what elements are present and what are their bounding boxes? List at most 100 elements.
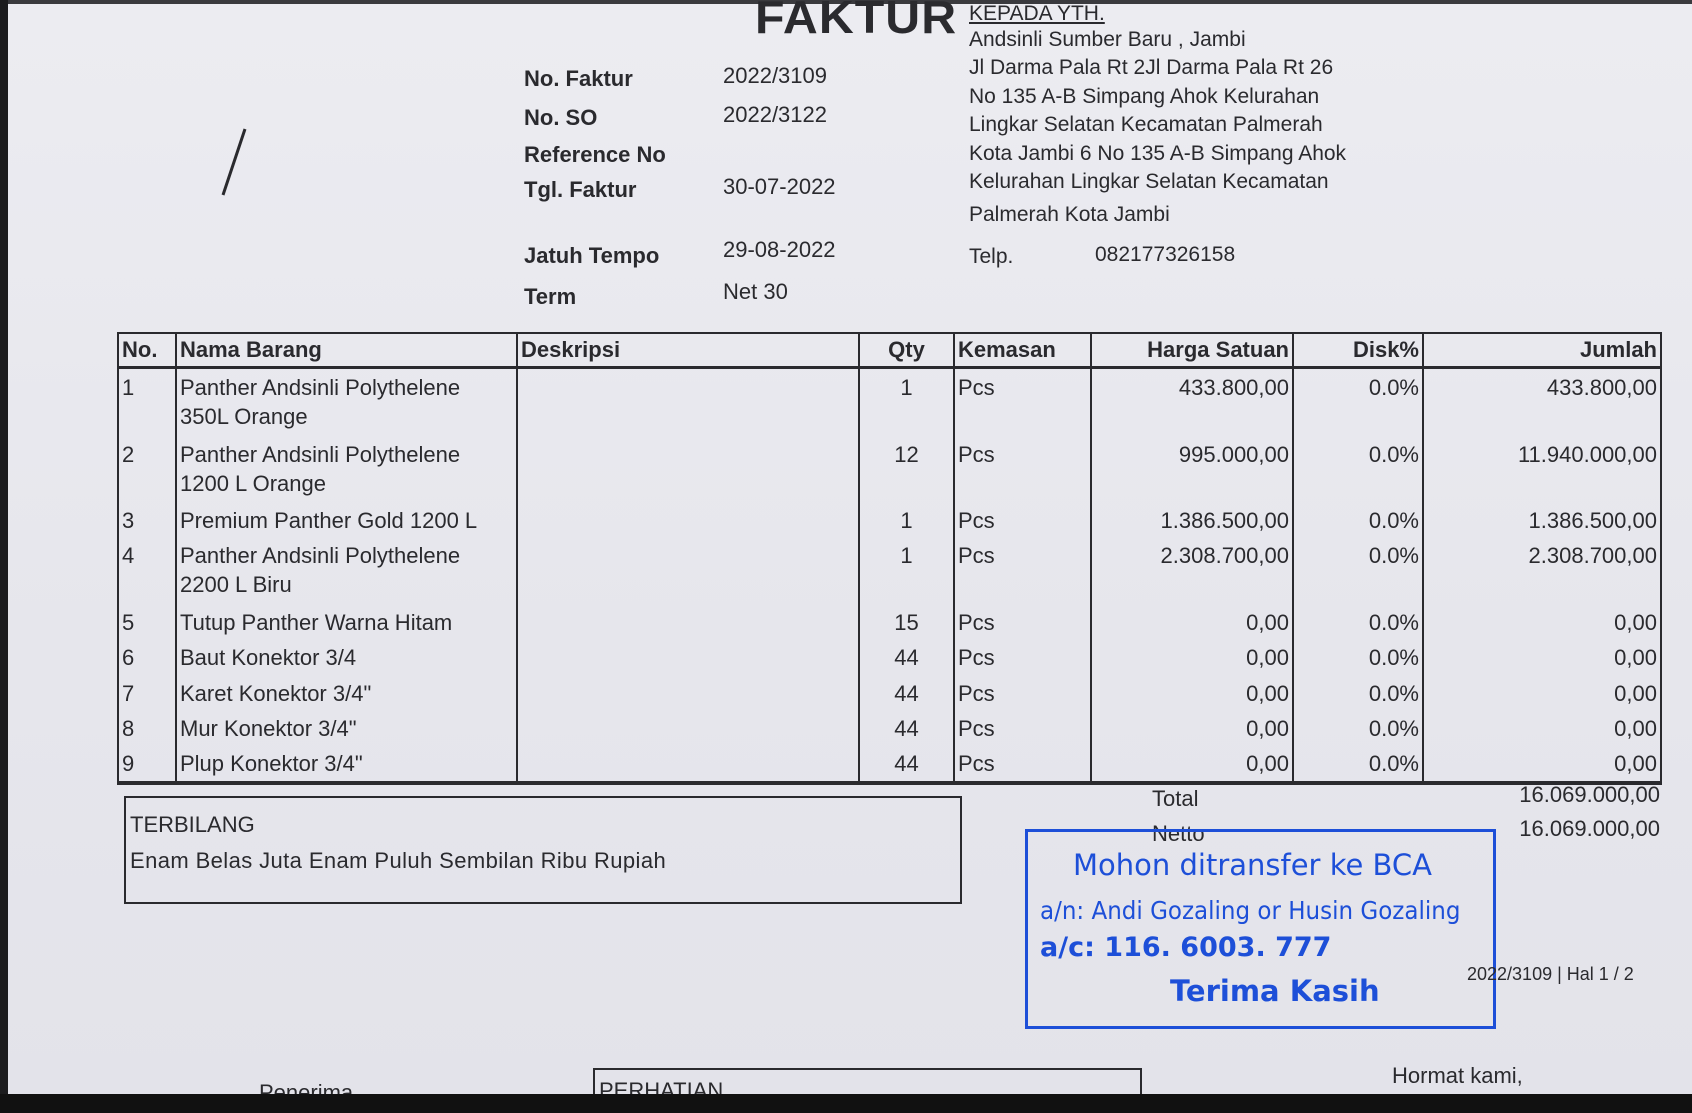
hormat-kami-label: Hormat kami, [1392,1063,1523,1088]
meta-label: Reference No [524,142,666,167]
cell-amount: 0,00 [1422,603,1661,640]
col-header-desc: Deskripsi [516,333,859,369]
cell-no: 3 [117,502,176,538]
cell-price: 0,00 [1090,603,1293,640]
cell-unit: Pcs [953,674,1091,711]
cell-qty: 1 [858,502,954,538]
table-row: 8 Mur Konektor 3/4" 44 Pcs 0,00 0.0% 0,00 [117,710,1661,746]
telp-value: 082177326158 [1095,243,1236,266]
cell-qty: 1 [858,537,954,604]
cell-price: 0,00 [1090,745,1293,783]
cell-qty: 44 [858,745,954,783]
cell-price: 0,00 [1090,710,1293,746]
meta-label: Jatuh Tempo [524,243,660,268]
meta-value: Net 30 [723,279,788,304]
cell-desc [516,435,859,503]
address-line: Kelurahan Lingkar Selatan Kecamatan [969,170,1329,193]
col-header-amount: Jumlah [1422,333,1661,369]
cell-name: Panther Andsinli Polythelene 350L Orange [175,367,517,436]
cell-amount: 0,00 [1422,639,1661,675]
scan-edge-left [0,0,8,1113]
page-reference: 2022/3109 | Hal 1 / 2 [1467,964,1634,984]
cell-qty: 44 [858,674,954,711]
cell-desc [516,745,859,783]
table-row: 9 Plup Konektor 3/4" 44 Pcs 0,00 0.0% 0,00 [117,745,1661,783]
cell-unit: Pcs [953,537,1091,604]
cell-name: Plup Konektor 3/4" [175,745,517,783]
cell-qty: 1 [858,367,954,436]
cell-amount: 0,00 [1422,710,1661,746]
cell-disc: 0.0% [1292,674,1423,711]
address-line: Andsinli Sumber Baru , Jambi [969,28,1246,51]
cell-amount: 2.308.700,00 [1422,537,1661,604]
cell-unit: Pcs [953,502,1091,538]
netto-label: Netto [1152,821,1205,846]
table-row: 4 Panther Andsinli Polythelene 2200 L Bir… [117,537,1661,604]
cell-no: 7 [117,674,176,711]
col-header-price: Harga Satuan [1090,333,1293,369]
cell-amount: 0,00 [1422,674,1661,711]
stamp-line-3: a/c: 116. 6003. 777 [1040,932,1332,963]
terbilang-box: TERBILANG Enam Belas Juta Enam Puluh Sem… [124,796,962,904]
cell-desc [516,674,859,711]
cell-qty: 12 [858,435,954,503]
total-value: 16.069.000,00 [1519,782,1660,807]
terbilang-label: TERBILANG [130,812,255,837]
table-header-row: No. Nama Barang Deskripsi Qty Kemasan Ha… [117,333,1661,369]
cell-name: Baut Konektor 3/4 [175,639,517,675]
cell-amount: 433.800,00 [1422,367,1661,436]
cell-no: 4 [117,537,176,604]
cell-desc [516,639,859,675]
meta-label: No. SO [524,105,598,130]
cell-no: 6 [117,639,176,675]
cell-disc: 0.0% [1292,710,1423,746]
recipient-heading: KEPADA YTH. [969,2,1105,25]
table-row: 2 Panther Andsinli Polythelene 1200 L Ora… [117,435,1661,503]
col-header-unit: Kemasan [953,333,1091,369]
cell-unit: Pcs [953,639,1091,675]
cell-disc: 0.0% [1292,745,1423,783]
cell-desc [516,502,859,538]
cell-qty: 44 [858,710,954,746]
cell-disc: 0.0% [1292,502,1423,538]
col-header-no: No. [117,333,176,369]
cell-amount: 11.940.000,00 [1422,435,1661,503]
stamp-line-2: a/n: Andi Gozaling or Husin Gozaling [1040,896,1461,925]
address-line: Kota Jambi 6 No 135 A-B Simpang Ahok [969,142,1347,165]
meta-label: No. Faktur [524,66,633,91]
meta-label: Tgl. Faktur [524,177,637,202]
meta-label: Term [524,284,577,309]
stamp-line-1: Mohon ditransfer ke BCA [1073,848,1432,882]
cell-disc: 0.0% [1292,367,1423,436]
cell-price: 2.308.700,00 [1090,537,1293,604]
address-line: Lingkar Selatan Kecamatan Palmerah [969,113,1323,136]
table-row: 7 Karet Konektor 3/4" 44 Pcs 0,00 0.0% 0,00 [117,674,1661,711]
cell-no: 1 [117,367,176,436]
cell-name: Panther Andsinli Polythelene 2200 L Biru [175,537,517,604]
cell-desc [516,710,859,746]
items-table: No. Nama Barang Deskripsi Qty Kemasan Ha… [117,332,1662,785]
cell-qty: 44 [858,639,954,675]
col-header-disc: Disk% [1292,333,1423,369]
cell-desc [516,537,859,604]
address-line: No 135 A-B Simpang Ahok Kelurahan [969,85,1320,108]
cell-disc: 0.0% [1292,639,1423,675]
table-row: 1 Panther Andsinli Polythelene 350L Orang… [117,367,1661,436]
cell-price: 433.800,00 [1090,367,1293,436]
cell-no: 2 [117,435,176,503]
cell-price: 0,00 [1090,639,1293,675]
cell-unit: Pcs [953,435,1091,503]
cell-name: Tutup Panther Warna Hitam [175,603,517,640]
cell-name: Premium Panther Gold 1200 L [175,502,517,538]
table-row: 5 Tutup Panther Warna Hitam 15 Pcs 0,00 0.0% 0… [117,603,1661,640]
total-label: Total [1152,786,1199,811]
scan-edge-bottom [0,1094,1692,1113]
meta-value: 30-07-2022 [723,174,836,199]
col-header-qty: Qty [858,333,954,369]
cell-unit: Pcs [953,603,1091,640]
cell-unit: Pcs [953,710,1091,746]
cell-disc: 0.0% [1292,537,1423,604]
cell-name: Panther Andsinli Polythelene 1200 L Oran… [175,435,517,503]
cell-name: Karet Konektor 3/4" [175,674,517,711]
stamp-line-4: Terima Kasih [1170,974,1380,1008]
